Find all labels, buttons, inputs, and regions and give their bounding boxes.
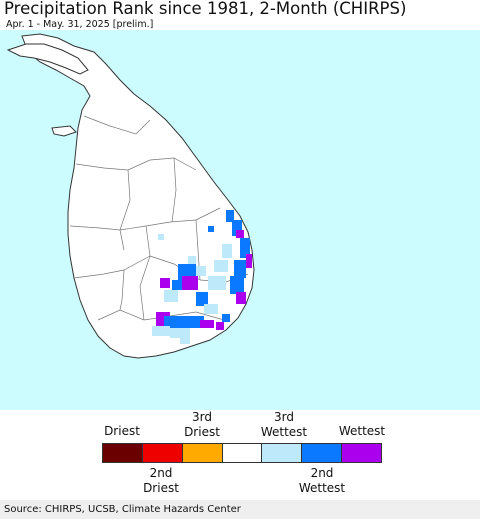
legend-swatch-wettest [342,444,382,462]
map-area [0,30,480,410]
legend-label-3rd-wettest: 3rd Wettest [260,410,308,439]
source-credit: Source: CHIRPS, UCSB, Climate Hazards Ce… [0,500,480,519]
legend-swatch-2nd-driest [142,444,183,462]
legend-color-bar [102,443,382,463]
sri-lanka-map [6,33,255,359]
island-outline [21,33,255,359]
legend-swatch-2nd-wettest [302,444,343,462]
legend-swatch-3rd-wettest [262,444,303,462]
mannar-island [51,125,77,137]
legend-label-3rd-driest: 3rd Driest [184,410,220,439]
rank-cells [152,210,252,344]
legend-swatch-3rd-driest [182,444,223,462]
legend-label-driest: Driest [104,424,140,438]
legend-swatch-driest [103,444,143,462]
legend-swatch-normal [222,444,263,462]
legend-label-2nd-driest: 2nd Driest [143,466,179,495]
map-title: Precipitation Rank since 1981, 2-Month (… [4,0,407,18]
legend-label-wettest: Wettest [338,424,386,438]
legend-label-2nd-wettest: 2nd Wettest [298,466,346,495]
map-subtitle: Apr. 1 - May. 31, 2025 [prelim.] [6,19,154,30]
jaffna-peninsula [6,43,89,75]
